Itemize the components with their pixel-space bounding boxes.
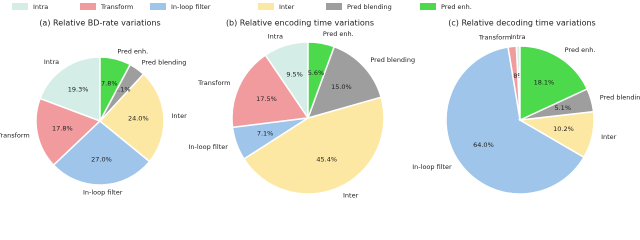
category-label: Pred blending <box>600 94 640 102</box>
value-label: 17.8% <box>52 125 73 133</box>
pie-slice <box>231 54 310 129</box>
value-label: 45.4% <box>316 156 337 164</box>
pie-slice <box>52 120 151 186</box>
chart: Intra Transform In-loop filter Inter Pred bl… <box>0 3 640 200</box>
value-label: 4.1% <box>114 86 131 94</box>
legend-swatch <box>12 3 28 10</box>
value-label: 7.1% <box>257 129 274 137</box>
legend-label: Intra <box>33 3 48 11</box>
value-label: 24.0% <box>128 114 149 122</box>
legend-swatch <box>420 3 436 10</box>
category-label: Inter <box>343 192 359 200</box>
pie-slice <box>35 97 102 167</box>
category-label: Pred blending <box>142 59 187 67</box>
category-label: Pred enh. <box>565 46 596 54</box>
category-label: Inter <box>172 112 188 120</box>
value-label: 19.3% <box>68 85 89 93</box>
category-label: Pred enh. <box>323 30 354 38</box>
legend-swatch <box>326 3 342 10</box>
value-label: 17.5% <box>256 95 277 103</box>
value-label: 9.5% <box>286 70 303 78</box>
pie-slice <box>445 46 585 195</box>
pie-slice <box>39 56 101 123</box>
legend-label: Transform <box>100 3 133 11</box>
pie-slice <box>98 73 165 163</box>
category-label: Pred enh. <box>117 47 148 55</box>
pie-slice <box>306 45 383 120</box>
category-label: Intra <box>268 33 283 41</box>
value-label: 15.0% <box>331 83 352 91</box>
category-label: Intra <box>510 33 525 41</box>
category-label: Pred blending <box>370 56 415 64</box>
category-label: Intra <box>44 58 59 66</box>
legend-label: Inter <box>279 3 295 11</box>
chart-title: (a) Relative BD-rate variations <box>39 19 160 28</box>
pie-slice <box>307 41 336 119</box>
category-label: Inter <box>601 133 617 141</box>
value-label: 18.1% <box>534 79 555 87</box>
chart-title: (c) Relative decoding time variations <box>448 19 595 28</box>
legend-label: Pred enh. <box>441 3 472 11</box>
category-label: In-loop filter <box>188 143 228 151</box>
value-label: 5.1% <box>554 104 571 112</box>
legend-label: Pred blending <box>347 3 392 11</box>
value-label: 27.0% <box>91 155 112 163</box>
pie-slice <box>99 56 132 122</box>
category-label: In-loop filter <box>412 163 452 171</box>
pie-slice <box>519 45 589 122</box>
category-label: In-loop filter <box>83 189 123 197</box>
value-label: 10.2% <box>553 125 574 133</box>
legend-label: In-loop filter <box>171 3 211 11</box>
value-label: 1.8% <box>507 72 524 80</box>
category-label: Transform <box>478 34 511 42</box>
value-label: 7.8% <box>101 80 118 88</box>
value-label: 0.8% <box>511 72 528 80</box>
legend-swatch <box>80 3 96 10</box>
legend-swatch <box>258 3 274 10</box>
chart-title: (b) Relative encoding time variations <box>226 19 374 28</box>
value-label: 64.0% <box>473 141 494 149</box>
value-label: 5.6% <box>308 69 325 77</box>
pie-slice <box>242 96 385 195</box>
category-label: Transform <box>197 79 230 87</box>
category-label: Transform <box>0 131 30 139</box>
legend-swatch <box>150 3 166 10</box>
